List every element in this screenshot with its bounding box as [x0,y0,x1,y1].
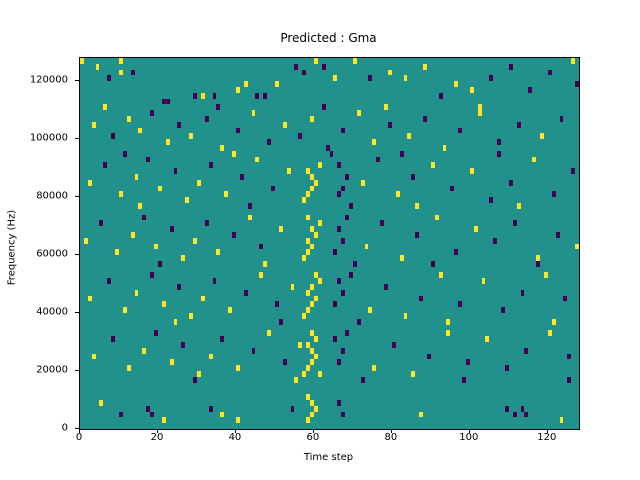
heatmap-image [80,58,579,429]
y-tick-label: 100000 [29,132,68,144]
x-tick-label: 100 [459,432,479,443]
y-tick-label: 60000 [36,248,68,260]
x-tick-mark [79,429,80,433]
y-tick-label: 120000 [29,74,68,86]
y-tick-mark [75,254,79,256]
x-tick-mark [390,429,392,433]
y-tick-mark [75,370,79,372]
x-tick-mark [546,429,548,433]
y-tick-mark [75,428,79,429]
heatmap-axes[interactable] [79,57,580,430]
y-tick-label: 40000 [36,306,68,318]
chart-title: Predicted : Gma [280,31,377,45]
x-tick-mark [156,429,158,433]
x-tick-mark [234,429,236,433]
x-tick-label: 40 [228,432,242,443]
y-tick-mark [75,80,79,82]
x-axis-label: Time step [303,452,354,463]
y-tick-mark [75,196,79,198]
x-tick-mark [468,429,470,433]
x-tick-label: 20 [150,432,164,443]
y-tick-label: 0 [61,422,68,434]
x-tick-label: 80 [384,432,398,443]
x-tick-label: 60 [306,432,320,443]
y-tick-mark [75,312,79,314]
y-tick-label: 20000 [36,364,68,376]
x-tick-label: 0 [75,432,83,443]
x-tick-label: 120 [537,432,557,443]
x-tick-mark [312,429,314,433]
y-tick-label: 80000 [36,190,68,202]
y-axis-label: Frequency (Hz) [6,209,18,286]
y-tick-mark [75,138,79,140]
